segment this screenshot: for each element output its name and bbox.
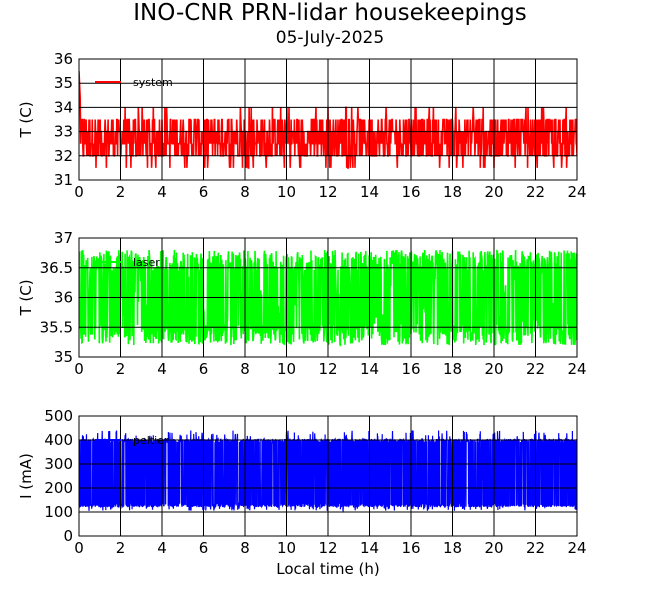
legend-label: peltier (133, 434, 169, 447)
x-tick-label: 12 (318, 539, 337, 557)
x-tick-label: 24 (567, 539, 586, 557)
x-tick-label: 16 (401, 539, 420, 557)
x-tick-label: 14 (360, 539, 379, 557)
legend-label: system (133, 76, 173, 89)
y-tick-label: 36 (54, 289, 73, 307)
x-axis-label: Local time (h) (276, 560, 380, 578)
y-tick-label: 0 (63, 527, 73, 545)
x-tick-label: 2 (116, 539, 126, 557)
chart-subtitle: 05-July-2025 (275, 28, 385, 48)
y-axis-label: T (C) (17, 279, 35, 316)
x-tick-label: 18 (443, 360, 462, 378)
y-tick-label: 300 (44, 455, 73, 473)
x-tick-label: 10 (277, 360, 296, 378)
x-tick-label: 18 (443, 183, 462, 201)
x-tick-label: 22 (526, 539, 545, 557)
x-tick-label: 22 (526, 360, 545, 378)
x-tick-label: 12 (318, 360, 337, 378)
x-tick-label: 14 (360, 360, 379, 378)
x-tick-label: 10 (277, 539, 296, 557)
legend-label: laser (133, 256, 160, 269)
plot-frame (78, 58, 578, 181)
x-tick-label: 0 (74, 539, 84, 557)
x-tick-label: 14 (360, 183, 379, 201)
plot-frame (78, 237, 578, 358)
x-tick-label: 10 (277, 183, 296, 201)
x-tick-label: 4 (157, 183, 167, 201)
y-tick-label: 37 (54, 229, 73, 247)
x-tick-label: 8 (240, 539, 250, 557)
x-tick-label: 24 (567, 183, 586, 201)
y-tick-label: 400 (44, 431, 73, 449)
y-axis-label: T (C) (17, 101, 35, 138)
x-tick-label: 16 (401, 183, 420, 201)
x-tick-label: 8 (240, 183, 250, 201)
x-tick-label: 20 (484, 539, 503, 557)
plot-frame (78, 415, 578, 537)
x-tick-label: 2 (116, 183, 126, 201)
y-tick-label: 35 (54, 74, 73, 92)
x-tick-label: 18 (443, 539, 462, 557)
x-tick-label: 6 (199, 360, 209, 378)
chart-title: INO-CNR PRN-lidar housekeepings (133, 0, 527, 26)
y-tick-label: 31 (54, 171, 73, 189)
x-tick-label: 20 (484, 183, 503, 201)
x-tick-label: 16 (401, 360, 420, 378)
x-tick-label: 20 (484, 360, 503, 378)
x-tick-label: 0 (74, 360, 84, 378)
y-tick-label: 35 (54, 348, 73, 366)
x-tick-label: 12 (318, 183, 337, 201)
x-tick-label: 22 (526, 183, 545, 201)
x-tick-label: 6 (199, 183, 209, 201)
y-tick-label: 35.5 (40, 318, 73, 336)
y-axis-label: I (mA) (17, 453, 35, 499)
y-tick-label: 200 (44, 479, 73, 497)
x-tick-label: 4 (157, 539, 167, 557)
x-tick-label: 4 (157, 360, 167, 378)
y-tick-label: 34 (54, 98, 73, 116)
y-tick-label: 500 (44, 407, 73, 425)
x-tick-label: 8 (240, 360, 250, 378)
y-tick-label: 32 (54, 147, 73, 165)
y-tick-label: 36.5 (40, 259, 73, 277)
x-tick-label: 2 (116, 360, 126, 378)
x-tick-label: 0 (74, 183, 84, 201)
x-tick-label: 6 (199, 539, 209, 557)
x-tick-label: 24 (567, 360, 586, 378)
y-tick-label: 33 (54, 123, 73, 141)
y-tick-label: 36 (54, 50, 73, 68)
y-tick-label: 100 (44, 503, 73, 521)
